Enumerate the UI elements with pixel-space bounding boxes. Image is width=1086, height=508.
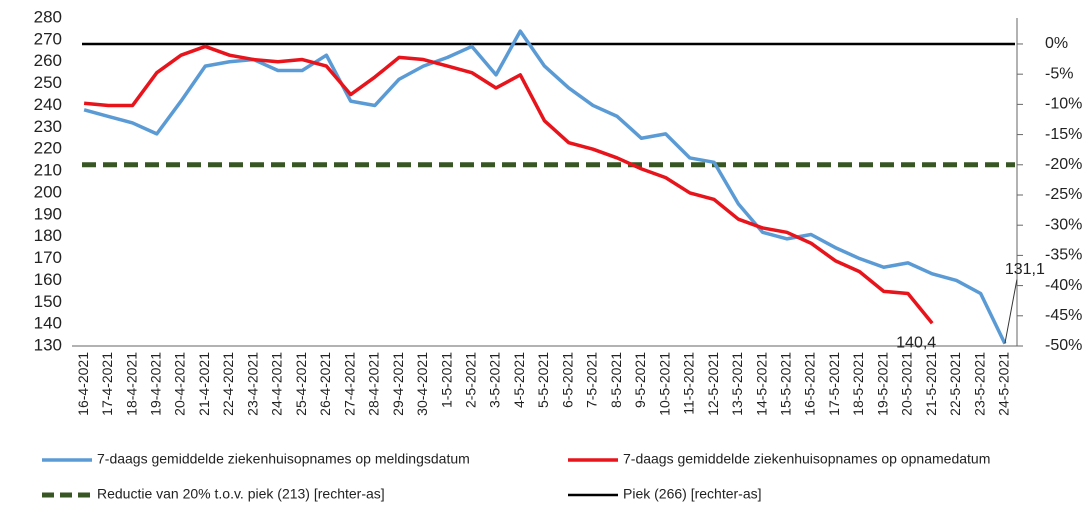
- x-tick-label: 22-5-2021: [947, 352, 963, 416]
- x-tick-label: 21-4-2021: [196, 352, 212, 416]
- x-tick-label: 16-5-2021: [802, 352, 818, 416]
- y-tick-label: 160: [34, 270, 62, 289]
- y-tick-label: 240: [34, 95, 62, 114]
- series-line: [83, 44, 934, 325]
- y2-tick-label: -5%: [1045, 65, 1073, 82]
- legend-label: 7-daags gemiddelde ziekenhuisopnames op …: [97, 451, 470, 467]
- x-tick-label: 27-4-2021: [341, 352, 357, 416]
- y-tick-label: 170: [34, 248, 62, 267]
- legend-label: Piek (266) [rechter-as]: [623, 486, 762, 502]
- y2-tick-label: -50%: [1045, 337, 1082, 354]
- legend-label: 7-daags gemiddelde ziekenhuisopnames op …: [623, 451, 990, 467]
- x-tick-label: 23-5-2021: [971, 352, 987, 416]
- value-label: 131,1: [1005, 261, 1045, 278]
- y-tick-label: 130: [34, 335, 62, 354]
- y2-tick-label: -30%: [1045, 216, 1082, 233]
- x-tick-label: 6-5-2021: [559, 352, 575, 408]
- x-tick-label: 7-5-2021: [584, 352, 600, 408]
- x-tick-label: 15-5-2021: [778, 352, 794, 416]
- y2-tick-label: -20%: [1045, 156, 1082, 173]
- x-tick-label: 30-4-2021: [414, 352, 430, 416]
- x-tick-label: 25-4-2021: [293, 352, 309, 416]
- x-tick-label: 1-5-2021: [438, 352, 454, 408]
- label-leader: [1004, 279, 1018, 344]
- x-tick-label: 23-4-2021: [244, 352, 260, 416]
- x-tick-label: 21-5-2021: [923, 352, 939, 416]
- y-tick-label: 210: [34, 161, 62, 180]
- x-tick-label: 14-5-2021: [753, 352, 769, 416]
- y-tick-label: 220: [34, 139, 62, 158]
- x-tick-label: 20-5-2021: [899, 352, 915, 416]
- legend-label: Reductie van 20% t.o.v. piek (213) [rech…: [97, 486, 385, 502]
- x-tick-label: 24-4-2021: [269, 352, 285, 416]
- y-tick-label: 250: [34, 73, 62, 92]
- y-tick-label: 180: [34, 226, 62, 245]
- y2-tick-label: -10%: [1045, 96, 1082, 113]
- y-tick-label: 140: [34, 314, 62, 333]
- x-tick-label: 24-5-2021: [996, 352, 1012, 416]
- y-tick-label: 200: [34, 182, 62, 201]
- x-tick-label: 16-4-2021: [75, 352, 91, 416]
- x-tick-label: 17-4-2021: [99, 352, 115, 416]
- x-tick-label: 10-5-2021: [656, 352, 672, 416]
- x-tick-label: 4-5-2021: [511, 352, 527, 408]
- x-tick-label: 29-4-2021: [390, 352, 406, 416]
- value-label: 140,4: [896, 334, 936, 351]
- x-tick-label: 19-5-2021: [874, 352, 890, 416]
- x-tick-label: 9-5-2021: [632, 352, 648, 408]
- x-tick-label: 18-5-2021: [850, 352, 866, 416]
- x-tick-label: 12-5-2021: [705, 352, 721, 416]
- y-tick-label: 150: [34, 292, 62, 311]
- y-tick-label: 270: [34, 29, 62, 48]
- x-tick-label: 17-5-2021: [826, 352, 842, 416]
- y-tick-label: 260: [34, 51, 62, 70]
- x-tick-label: 26-4-2021: [317, 352, 333, 416]
- x-tick-label: 22-4-2021: [220, 352, 236, 416]
- y-tick-label: 280: [34, 7, 62, 26]
- x-tick-label: 13-5-2021: [729, 352, 745, 416]
- y2-tick-label: 0%: [1045, 35, 1068, 52]
- y-tick-label: 230: [34, 117, 62, 136]
- x-tick-label: 18-4-2021: [123, 352, 139, 416]
- x-tick-label: 11-5-2021: [681, 352, 697, 415]
- y2-tick-label: -35%: [1045, 247, 1082, 264]
- x-tick-label: 5-5-2021: [535, 352, 551, 408]
- series-line: [83, 29, 1007, 345]
- y2-tick-label: -45%: [1045, 307, 1082, 324]
- x-tick-label: 8-5-2021: [608, 352, 624, 408]
- x-tick-label: 20-4-2021: [172, 352, 188, 416]
- y2-tick-label: -15%: [1045, 126, 1082, 143]
- x-tick-label: 19-4-2021: [148, 352, 164, 416]
- x-tick-label: 2-5-2021: [463, 352, 479, 408]
- x-tick-label: 3-5-2021: [487, 352, 503, 408]
- y-tick-label: 190: [34, 204, 62, 223]
- y2-tick-label: -25%: [1045, 186, 1082, 203]
- x-tick-label: 28-4-2021: [366, 352, 382, 416]
- y2-tick-label: -40%: [1045, 277, 1082, 294]
